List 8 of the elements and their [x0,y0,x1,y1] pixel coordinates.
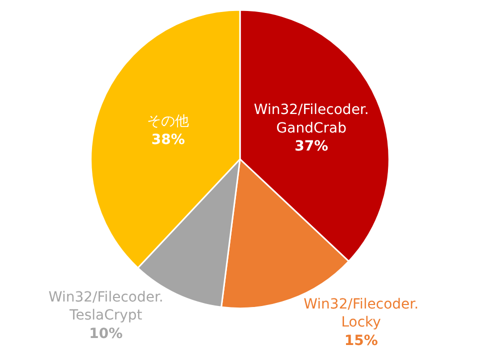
data-label: 37% [294,138,328,154]
slice-label: その他 [147,114,190,130]
slice-label: Win32/Filecoder. GandCrab [254,102,369,136]
slice-label: Win32/Filecoder. TeslaCrypt [48,289,164,324]
slice-label: Win32/Filecoder. Locky [304,296,419,331]
data-label: 10% [89,326,123,342]
data-label: 15% [344,332,378,349]
data-label: 38% [151,132,185,148]
